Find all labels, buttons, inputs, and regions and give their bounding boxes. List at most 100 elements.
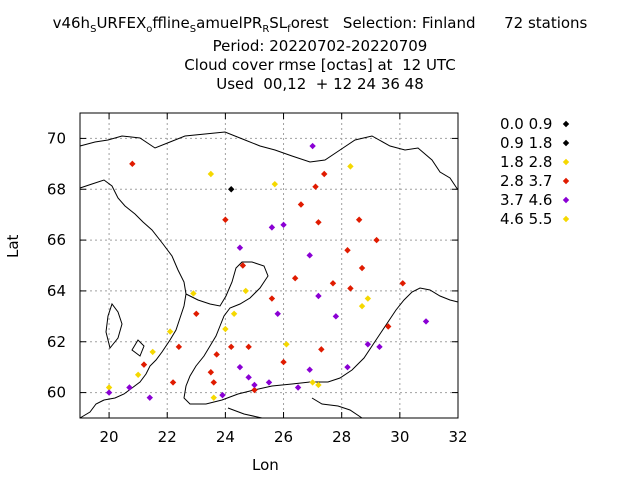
data-point	[318, 346, 325, 353]
y-tick-label: 66	[47, 231, 66, 249]
data-point	[134, 371, 142, 378]
data-point	[294, 384, 302, 391]
data-point	[309, 379, 316, 386]
title-part: orest Selection: Finland 72 stations	[290, 14, 588, 32]
data-point	[140, 361, 148, 368]
data-point	[207, 170, 215, 178]
legend-marker	[562, 177, 570, 185]
data-point	[239, 262, 247, 269]
title-part: ffline	[152, 14, 190, 32]
data-point	[315, 219, 322, 226]
y-tick-label: 64	[47, 282, 66, 300]
data-point	[399, 280, 406, 287]
legend-marker	[562, 158, 570, 166]
data-point	[230, 310, 238, 317]
data-point	[321, 170, 328, 178]
data-point	[245, 374, 252, 381]
data-point	[268, 224, 276, 231]
title-line-4: Used 00,12 + 12 24 36 48	[216, 75, 424, 93]
data-point	[166, 328, 174, 335]
data-point	[251, 386, 258, 394]
data-point	[309, 142, 316, 150]
data-point	[329, 280, 337, 287]
data-point	[315, 381, 322, 389]
legend-marker	[562, 120, 570, 128]
data-point	[315, 292, 322, 300]
x-tick-label: 32	[448, 428, 467, 446]
title-line-2: Period: 20220702-20220709	[212, 37, 428, 55]
title-subscript: o	[146, 24, 153, 35]
data-point	[236, 244, 244, 251]
data-point	[355, 216, 363, 223]
legend-label: 0.9 1.8	[500, 134, 552, 152]
data-point	[228, 343, 235, 351]
data-point	[358, 264, 366, 272]
legend-label: 1.8 2.8	[500, 153, 552, 171]
data-point	[222, 325, 229, 333]
data-point	[376, 343, 383, 351]
data-point	[105, 384, 113, 391]
x-tick-label: 20	[100, 428, 119, 446]
data-point	[251, 381, 258, 389]
title-part: amuelPR	[196, 14, 263, 32]
legend-label: 2.8 3.7	[500, 172, 552, 190]
y-tick-label: 62	[47, 333, 66, 351]
data-point	[271, 180, 279, 188]
x-axis-label: Lon	[252, 456, 279, 474]
data-point	[265, 379, 273, 386]
data-point	[364, 341, 372, 348]
title-subscript: S	[90, 24, 97, 35]
data-point	[291, 275, 299, 282]
data-point	[242, 287, 249, 295]
data-point	[358, 302, 366, 310]
data-point	[312, 183, 319, 190]
data-point	[422, 318, 430, 325]
data-point	[105, 389, 113, 396]
data-point	[228, 186, 235, 193]
data-point	[207, 369, 215, 376]
legend-label: 3.7 4.6	[500, 191, 552, 209]
plot-frame	[79, 112, 459, 419]
data-point	[210, 394, 217, 401]
data-point	[210, 379, 217, 386]
data-point	[268, 295, 276, 302]
data-point	[236, 363, 244, 371]
data-point	[129, 160, 136, 168]
data-point	[213, 351, 220, 358]
data-point	[347, 163, 354, 170]
y-tick-label: 60	[47, 384, 66, 402]
legend-marker	[562, 139, 570, 147]
legend: 0.0 0.90.9 1.81.8 2.82.8 3.73.7 4.64.6 5…	[500, 115, 570, 228]
x-tick-label: 28	[332, 428, 351, 446]
data-point	[385, 323, 392, 330]
data-point	[219, 391, 226, 399]
data-point	[344, 247, 351, 254]
data-point	[169, 379, 177, 386]
data-point	[283, 341, 290, 348]
data-point	[306, 366, 313, 373]
data-point	[149, 348, 156, 356]
x-tick-label: 26	[274, 428, 293, 446]
data-point	[332, 313, 340, 320]
y-axis-label: Lat	[4, 234, 22, 258]
data-point	[274, 310, 281, 317]
title-subscript: f	[287, 24, 291, 35]
legend-marker	[562, 215, 570, 223]
data-point	[364, 295, 372, 302]
title-line-1: v46hSURFEXofflineSamuelPRRSLforest Selec…	[0, 14, 640, 35]
legend-label: 0.0 0.9	[500, 115, 552, 133]
data-point	[280, 358, 287, 366]
data-point	[347, 285, 354, 292]
data-point	[193, 310, 200, 317]
data-points	[105, 142, 430, 401]
x-tick-label: 24	[216, 428, 235, 446]
data-point	[306, 252, 313, 259]
data-point	[373, 236, 380, 244]
title-part: v46h	[52, 14, 91, 32]
title-part: SL	[269, 14, 288, 32]
title-subscript: S	[189, 24, 197, 35]
data-point	[190, 290, 197, 297]
legend-label: 4.6 5.5	[500, 210, 552, 228]
data-point	[280, 221, 287, 229]
